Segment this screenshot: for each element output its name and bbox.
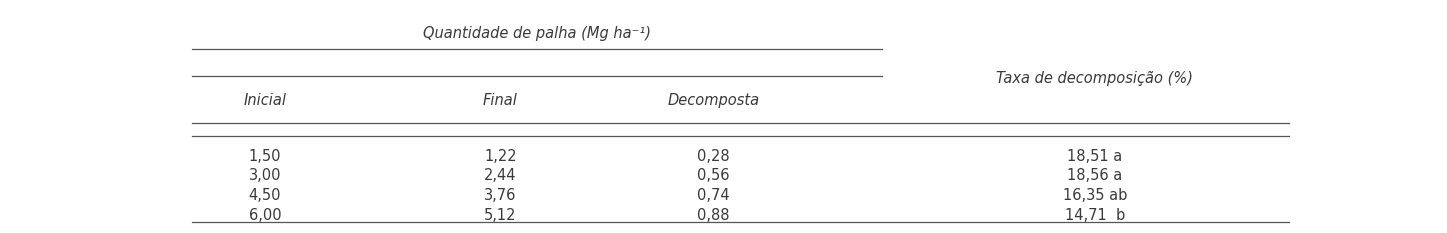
Text: 3,76: 3,76 <box>485 188 517 203</box>
Text: 5,12: 5,12 <box>485 208 517 223</box>
Text: 0,88: 0,88 <box>697 208 729 223</box>
Text: 0,56: 0,56 <box>697 168 729 183</box>
Text: 6,00: 6,00 <box>249 208 281 223</box>
Text: 2,44: 2,44 <box>485 168 517 183</box>
Text: 4,50: 4,50 <box>249 188 281 203</box>
Text: 16,35 ab: 16,35 ab <box>1062 188 1127 203</box>
Text: Final: Final <box>483 93 518 108</box>
Text: 0,28: 0,28 <box>697 149 729 164</box>
Text: 3,00: 3,00 <box>249 168 281 183</box>
Text: 1,22: 1,22 <box>485 149 517 164</box>
Text: 1,50: 1,50 <box>249 149 281 164</box>
Text: 18,56 a: 18,56 a <box>1068 168 1123 183</box>
Text: Inicial: Inicial <box>243 93 287 108</box>
Text: 14,71  b: 14,71 b <box>1065 208 1124 223</box>
Text: 0,74: 0,74 <box>697 188 729 203</box>
Text: 18,51 a: 18,51 a <box>1068 149 1123 164</box>
Text: Decomposta: Decomposta <box>667 93 760 108</box>
Text: Taxa de decomposição (%): Taxa de decomposição (%) <box>997 71 1194 86</box>
Text: Quantidade de palha (Mg ha⁻¹): Quantidade de palha (Mg ha⁻¹) <box>423 26 651 41</box>
